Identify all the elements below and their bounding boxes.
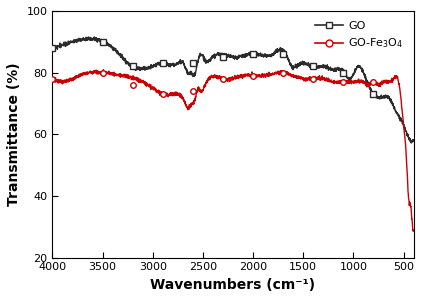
X-axis label: Wavenumbers (cm⁻¹): Wavenumbers (cm⁻¹) <box>150 278 316 292</box>
Legend: GO, GO-Fe$_3$O$_4$: GO, GO-Fe$_3$O$_4$ <box>311 16 408 55</box>
Y-axis label: Transmittance (%): Transmittance (%) <box>7 62 21 206</box>
